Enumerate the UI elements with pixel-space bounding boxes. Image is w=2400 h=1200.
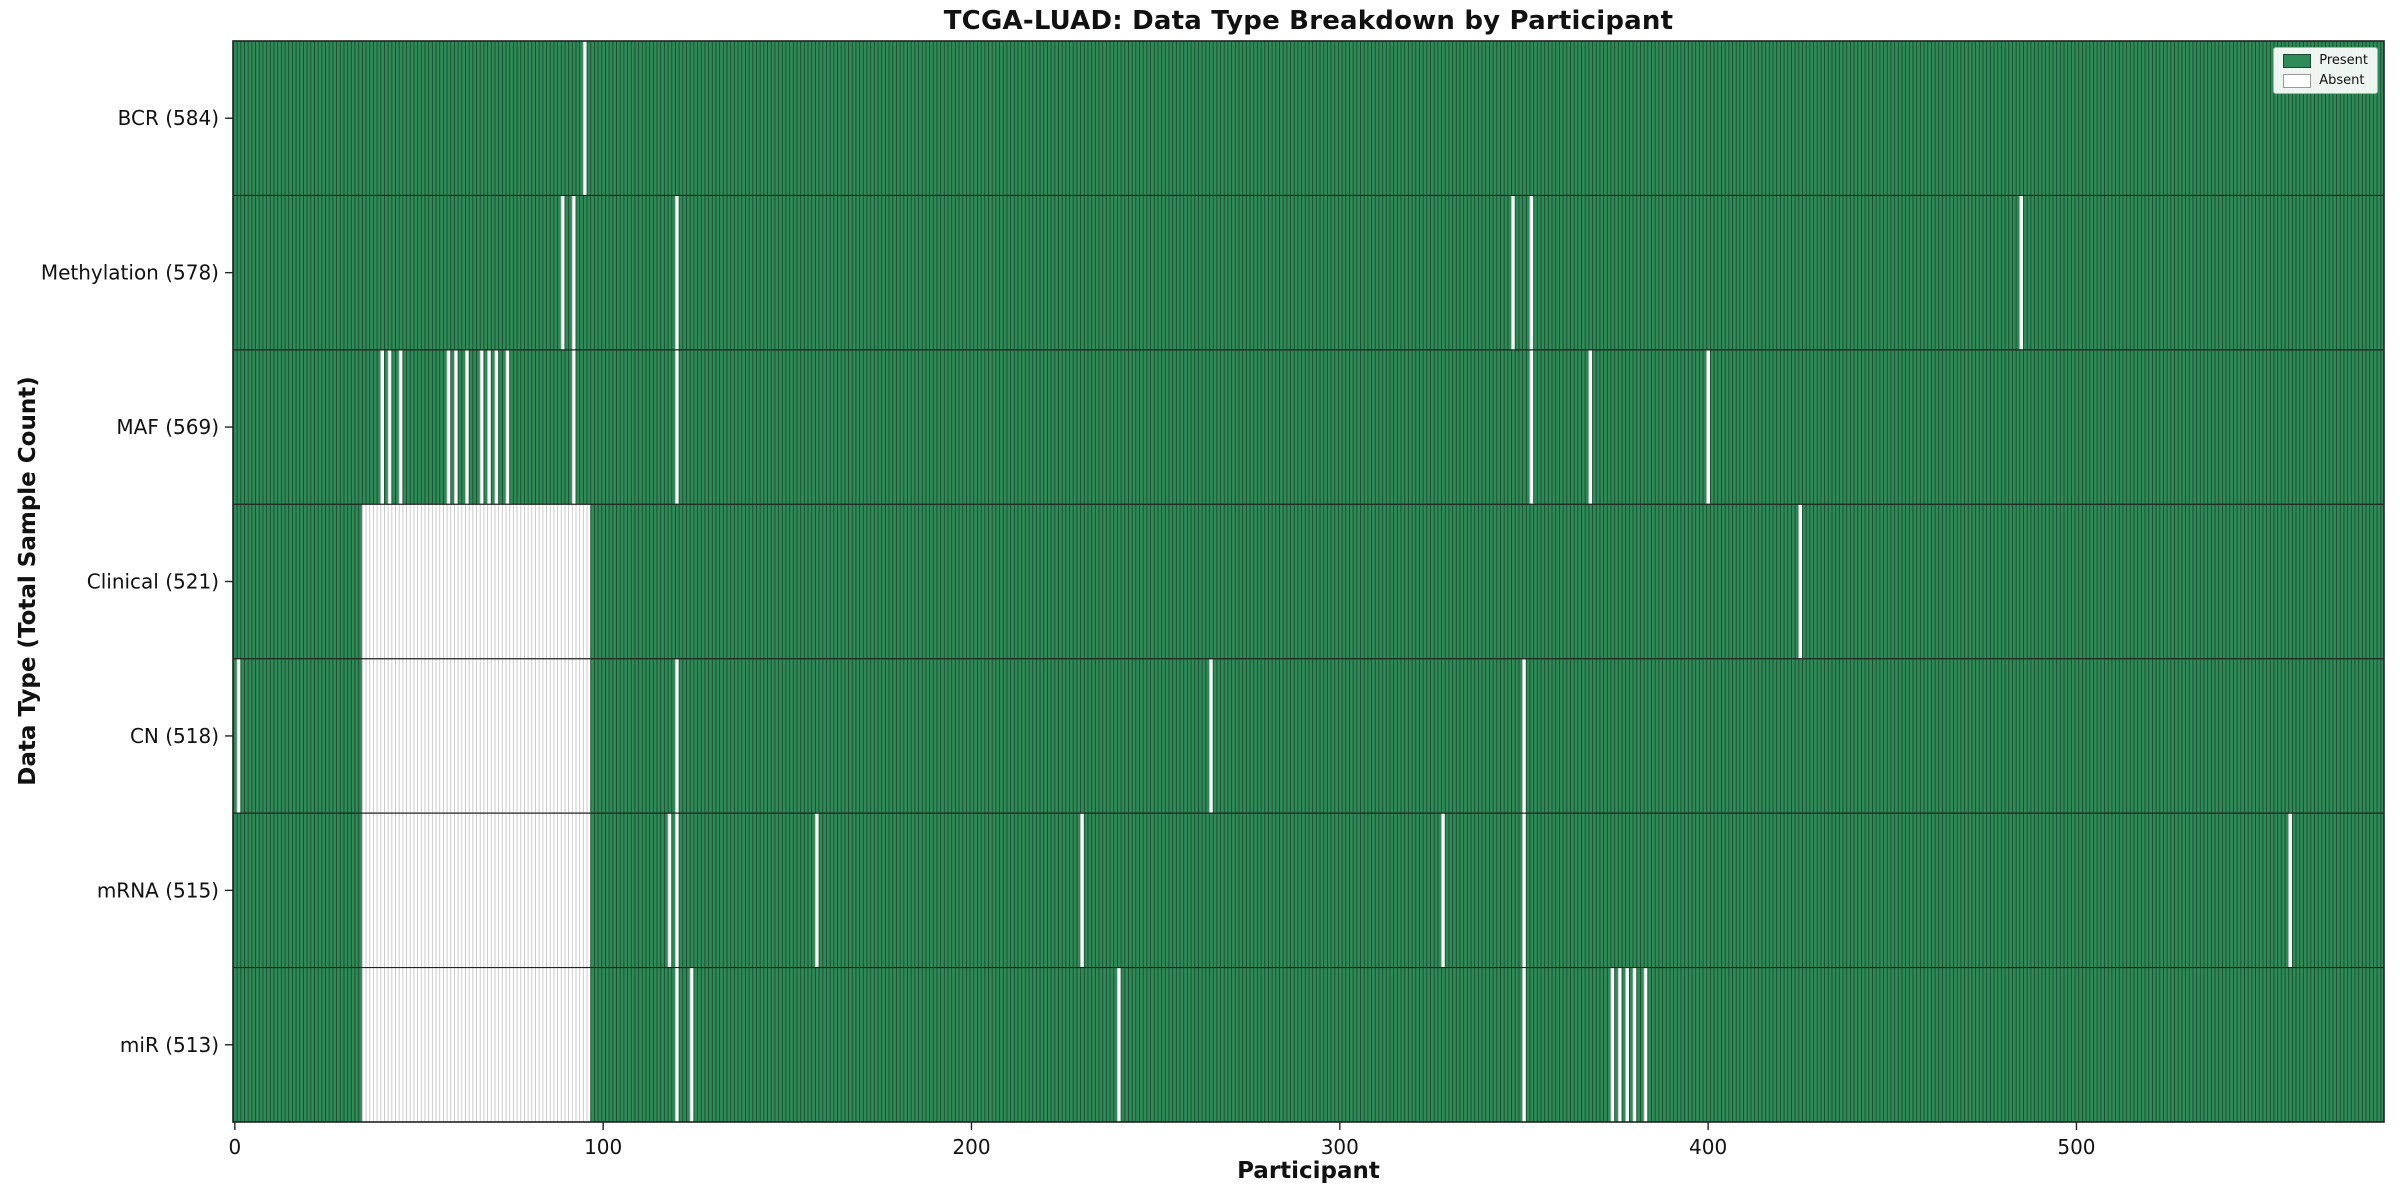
absent-block [1798,504,1803,659]
absent-block [571,195,576,350]
absent-block [505,349,510,505]
absent-block [465,349,469,505]
absent-block [1706,349,1710,505]
absent-block [1643,967,1648,1122]
absent-block [674,658,679,814]
absent-block [689,967,694,1122]
x-tick-label: 0 [228,1135,241,1159]
row-MAF [233,349,2384,505]
y-tick-label: Clinical (521) [87,570,219,594]
absent-block [361,967,591,1122]
absent-block [398,349,403,505]
absent-block [1632,967,1637,1122]
absent-block [1116,967,1121,1122]
absent-block [1522,967,1526,1122]
absent-block [380,349,385,505]
absent-block [446,349,451,505]
legend-item-present: Present [2283,53,2368,68]
legend-item-absent: Absent [2283,73,2368,88]
absent-block [1522,813,1526,968]
legend: Present Absent [2273,47,2378,94]
absent-block [479,349,484,505]
absent-swatch-icon [2283,73,2312,88]
y-tick-label: mRNA (515) [97,878,219,902]
chart-title: TCGA-LUAD: Data Type Breakdown by Partic… [943,6,1674,36]
absent-block [582,41,587,196]
absent-block [674,195,679,350]
absent-block [1625,967,1629,1122]
absent-block [674,349,679,505]
y-tick-label: miR (513) [120,1033,219,1057]
absent-block [560,195,565,350]
x-tick-label: 400 [1689,1135,1727,1159]
absent-block [674,967,679,1122]
x-axis-label: Participant [1237,1158,1380,1184]
row-BCR [233,41,2384,196]
absent-block [361,658,591,814]
x-tick-label: 500 [2057,1135,2095,1159]
absent-block [571,349,576,505]
absent-block [487,349,491,505]
legend-label-present: Present [2319,53,2368,68]
x-tick-label: 200 [952,1135,990,1159]
absent-block [1588,349,1593,505]
row-miR [233,967,2384,1122]
row-Methylation [233,195,2384,350]
absent-block [1511,195,1515,350]
absent-block [1209,658,1213,814]
absent-block [2288,813,2292,968]
absent-block [1529,195,1534,350]
absent-block [1610,967,1615,1122]
x-tick-label: 100 [584,1135,622,1159]
absent-block [1617,967,1622,1122]
absent-block [387,349,392,505]
absent-block [814,813,819,968]
y-tick-label: MAF (569) [116,415,219,439]
absent-block [236,658,241,814]
absent-block [1441,813,1445,968]
y-axis-label: Data Type (Total Sample Count) [15,376,41,786]
row-CN [233,658,2384,814]
y-tick-label: CN (518) [130,724,219,748]
absent-block [667,813,672,968]
row-Clinical [233,504,2384,659]
absent-block [674,813,679,968]
row-mRNA [233,813,2384,968]
absent-block [361,813,591,968]
y-tick-label: BCR (584) [118,106,219,130]
absent-block [453,349,458,505]
x-tick-label: 300 [1321,1135,1359,1159]
absent-block [2019,195,2024,350]
absent-block [1522,658,1526,814]
absent-block [494,349,499,505]
absent-block [1529,349,1534,505]
legend-label-absent: Absent [2319,73,2365,88]
present-swatch-icon [2283,53,2312,68]
y-tick-label: Methylation (578) [41,261,219,285]
absent-block [1080,813,1084,968]
absent-block [361,504,591,659]
